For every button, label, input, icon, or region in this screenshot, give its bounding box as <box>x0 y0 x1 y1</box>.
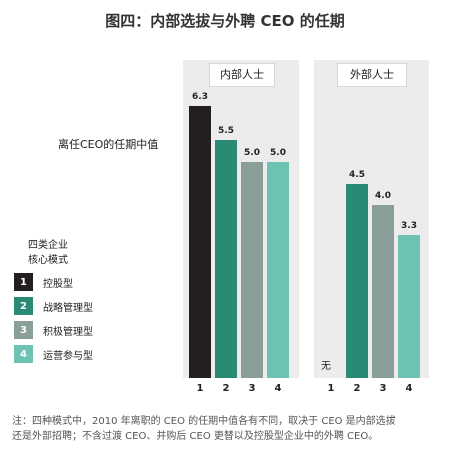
tick-label-internal-3: 3 <box>248 383 256 394</box>
no-data-label: 无 <box>321 361 331 372</box>
footnote-line2: 还是外部招聘；不含过渡 CEO、并购后 CEO 更替以及控股型企业中的外聘 CE… <box>12 431 379 442</box>
legend-label-1: 控股型 <box>43 278 73 290</box>
footnote: 注：四种模式中，2010 年离职的 CEO 的任期中值各有不同，取决于 CEO … <box>12 414 442 444</box>
value-label-internal-2: 5.5 <box>218 126 234 137</box>
panel-internal-header: 内部人士 <box>209 63 275 87</box>
value-label-internal-3: 5.0 <box>244 148 260 158</box>
legend-swatch-4: 4 <box>14 345 33 363</box>
bar-external-2 <box>346 183 368 378</box>
legend-item-1: 1 控股型 <box>14 273 73 291</box>
legend-item-4: 4 运营参与型 <box>14 345 93 363</box>
tick-label-external-3: 3 <box>379 383 387 394</box>
value-label-external-4: 3.3 <box>401 221 417 232</box>
legend-label-3: 积极管理型 <box>43 326 93 338</box>
legend-title-line1: 四类企业 <box>28 240 68 251</box>
bar-internal-3 <box>241 162 263 378</box>
value-label-internal-1: 6.3 <box>192 91 208 102</box>
value-label-external-2: 4.5 <box>349 169 365 180</box>
bar-external-4 <box>398 235 420 378</box>
legend-item-3: 3 积极管理型 <box>14 321 93 339</box>
value-label-external-3: 4.0 <box>375 191 391 202</box>
legend-title: 四类企业 核心模式 <box>28 238 88 268</box>
value-label-internal-4: 5.0 <box>270 148 286 158</box>
legend-swatch-2: 2 <box>14 297 33 315</box>
legend-title-line2: 核心模式 <box>28 255 68 266</box>
panel-external-header: 外部人士 <box>337 63 407 87</box>
chart-title: 图四：内部选拔与外聘 CEO 的任期 <box>105 12 345 30</box>
tick-label-internal-4: 4 <box>274 383 282 394</box>
tick-label-internal-1: 1 <box>196 383 204 394</box>
bar-internal-1 <box>189 105 211 378</box>
tick-label-internal-2: 2 <box>222 383 230 394</box>
tick-label-external-4: 4 <box>405 383 413 394</box>
legend-label-2: 战略管理型 <box>43 302 93 314</box>
footnote-line1: 注：四种模式中，2010 年离职的 CEO 的任期中值各有不同，取决于 CEO … <box>12 416 396 427</box>
tick-label-external-2: 2 <box>353 383 361 394</box>
bar-internal-2 <box>215 140 237 378</box>
bar-external-3 <box>372 205 394 378</box>
tick-label-external-1: 1 <box>327 383 335 394</box>
legend-swatch-3: 3 <box>14 321 33 339</box>
legend-swatch-1: 1 <box>14 273 33 291</box>
bar-internal-4 <box>267 162 289 378</box>
legend-label-4: 运营参与型 <box>43 350 93 362</box>
legend-item-2: 2 战略管理型 <box>14 297 93 315</box>
metric-label: 离任CEO的任期中值 <box>58 138 159 151</box>
